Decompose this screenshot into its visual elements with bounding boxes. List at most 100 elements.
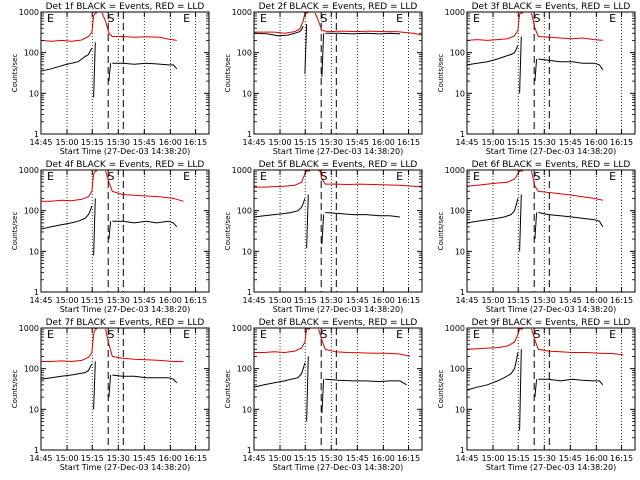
x-tick-label: 16:15 <box>184 296 207 305</box>
event-marker-label: E <box>396 170 403 183</box>
event-marker-label: S <box>534 12 541 25</box>
event-marker-label: E <box>260 328 267 341</box>
x-tick-label: 16:15 <box>184 454 207 463</box>
y-tick-label: 100 <box>450 207 465 216</box>
plot-frame <box>40 11 210 135</box>
y-axis-label: Counts/sec <box>437 54 445 93</box>
y-tick-label: 10 <box>242 247 252 256</box>
event-marker-label: E <box>183 12 190 25</box>
series-line-events <box>534 212 538 240</box>
series-line-events <box>321 379 325 414</box>
event-marker-label: S <box>108 328 115 341</box>
y-tick-label: 1 <box>460 130 465 139</box>
y-axis-label: Counts/sec <box>437 370 445 409</box>
y-tick-label: 1000 <box>232 8 252 17</box>
y-tick-label: 100 <box>24 207 39 216</box>
x-tick-label: 15:45 <box>559 296 582 305</box>
x-tick-label: 15:30 <box>533 296 556 305</box>
x-tick-label: 16:00 <box>585 454 608 463</box>
event-marker-label: S <box>534 328 541 341</box>
x-axis-label: Start Time (27-Dec-03 14:38:20) <box>60 305 191 314</box>
x-tick-label: 15:15 <box>294 296 317 305</box>
y-tick-label: 1 <box>34 130 39 139</box>
x-tick-label: 15:45 <box>346 454 369 463</box>
y-tick-label: 100 <box>237 49 252 58</box>
x-tick-label: 16:00 <box>372 138 395 147</box>
series-line-lld <box>41 170 97 202</box>
event-marker-label: E <box>47 328 54 341</box>
series-line-lld <box>254 328 310 354</box>
y-tick-label: 1000 <box>19 166 39 175</box>
y-tick-label: 1000 <box>445 8 465 17</box>
plot-frame <box>466 169 636 293</box>
plot-frame <box>466 11 636 135</box>
y-tick-label: 1000 <box>19 324 39 333</box>
series-line-events <box>466 198 519 224</box>
y-tick-label: 10 <box>455 89 465 98</box>
event-marker-label: E <box>47 12 54 25</box>
series-line-events <box>112 220 178 228</box>
x-tick-label: 16:15 <box>184 138 207 147</box>
x-tick-label: 15:15 <box>294 454 317 463</box>
panel-title: Det 5f BLACK = Events, RED = LLD <box>259 160 418 170</box>
event-marker-label: S <box>108 12 115 25</box>
series-line-events <box>108 63 112 82</box>
y-tick-label: 10 <box>455 247 465 256</box>
y-tick-label: 10 <box>29 405 39 414</box>
series-line-events <box>534 58 538 82</box>
x-tick-label: 15:30 <box>320 296 343 305</box>
event-marker-label: S <box>534 170 541 183</box>
event-marker-label: E <box>473 170 480 183</box>
panel-title: Det 9f BLACK = Events, RED = LLD <box>472 318 631 328</box>
x-tick-label: 16:15 <box>397 454 420 463</box>
y-tick-label: 1 <box>247 130 252 139</box>
x-tick-label: 16:00 <box>585 138 608 147</box>
series-line-events <box>325 212 400 218</box>
series-line-lld <box>531 12 603 41</box>
series-line-events <box>466 352 519 391</box>
y-tick-label: 100 <box>24 49 39 58</box>
series-line-events <box>466 45 519 66</box>
y-axis-label: Counts/sec <box>224 212 232 251</box>
x-tick-label: 16:15 <box>610 296 633 305</box>
x-tick-label: 15:45 <box>346 296 369 305</box>
series-line-events <box>40 47 93 72</box>
event-marker-label: E <box>609 12 616 25</box>
y-tick-label: 10 <box>242 89 252 98</box>
series-line-events <box>325 32 400 35</box>
panel: Det 4f BLACK = Events, RED = LLD 1 10 100 10… <box>11 160 210 314</box>
event-marker-label: S <box>108 170 115 183</box>
plot-frame <box>253 11 423 135</box>
series-line-events <box>321 214 325 245</box>
x-tick-label: 15:15 <box>507 296 530 305</box>
x-axis-label: Start Time (27-Dec-03 14:38:20) <box>486 305 617 314</box>
event-marker-label: E <box>183 328 190 341</box>
x-tick-label: 15:45 <box>133 138 156 147</box>
series-line-lld <box>318 328 411 357</box>
series-line-events <box>253 362 306 388</box>
x-tick-label: 16:00 <box>159 296 182 305</box>
series-line-events <box>306 194 309 249</box>
x-tick-label: 14:45 <box>242 296 265 305</box>
panel: Det 5f BLACK = Events, RED = LLD 1 10 100 10… <box>224 160 423 314</box>
y-tick-label: 10 <box>242 405 252 414</box>
plot-frame <box>466 327 636 451</box>
y-tick-label: 1000 <box>445 324 465 333</box>
y-tick-label: 100 <box>450 49 465 58</box>
panel: Det 9f BLACK = Events, RED = LLD 1 10 100 10… <box>437 318 636 472</box>
event-marker-label: E <box>47 170 54 183</box>
event-marker-label: E <box>609 170 616 183</box>
x-tick-label: 14:45 <box>455 454 478 463</box>
x-tick-label: 15:00 <box>482 454 505 463</box>
series-line-events <box>40 205 93 230</box>
panel: Det 7f BLACK = Events, RED = LLD 1 10 100 10… <box>11 318 210 472</box>
series-line-events <box>538 378 604 386</box>
x-tick-label: 16:15 <box>397 138 420 147</box>
y-tick-label: 100 <box>237 365 252 374</box>
event-marker-label: E <box>473 12 480 25</box>
panel-title: Det 6f BLACK = Events, RED = LLD <box>472 160 631 170</box>
y-axis-label: Counts/sec <box>11 370 19 409</box>
event-marker-label: E <box>260 12 267 25</box>
x-tick-label: 15:00 <box>482 296 505 305</box>
